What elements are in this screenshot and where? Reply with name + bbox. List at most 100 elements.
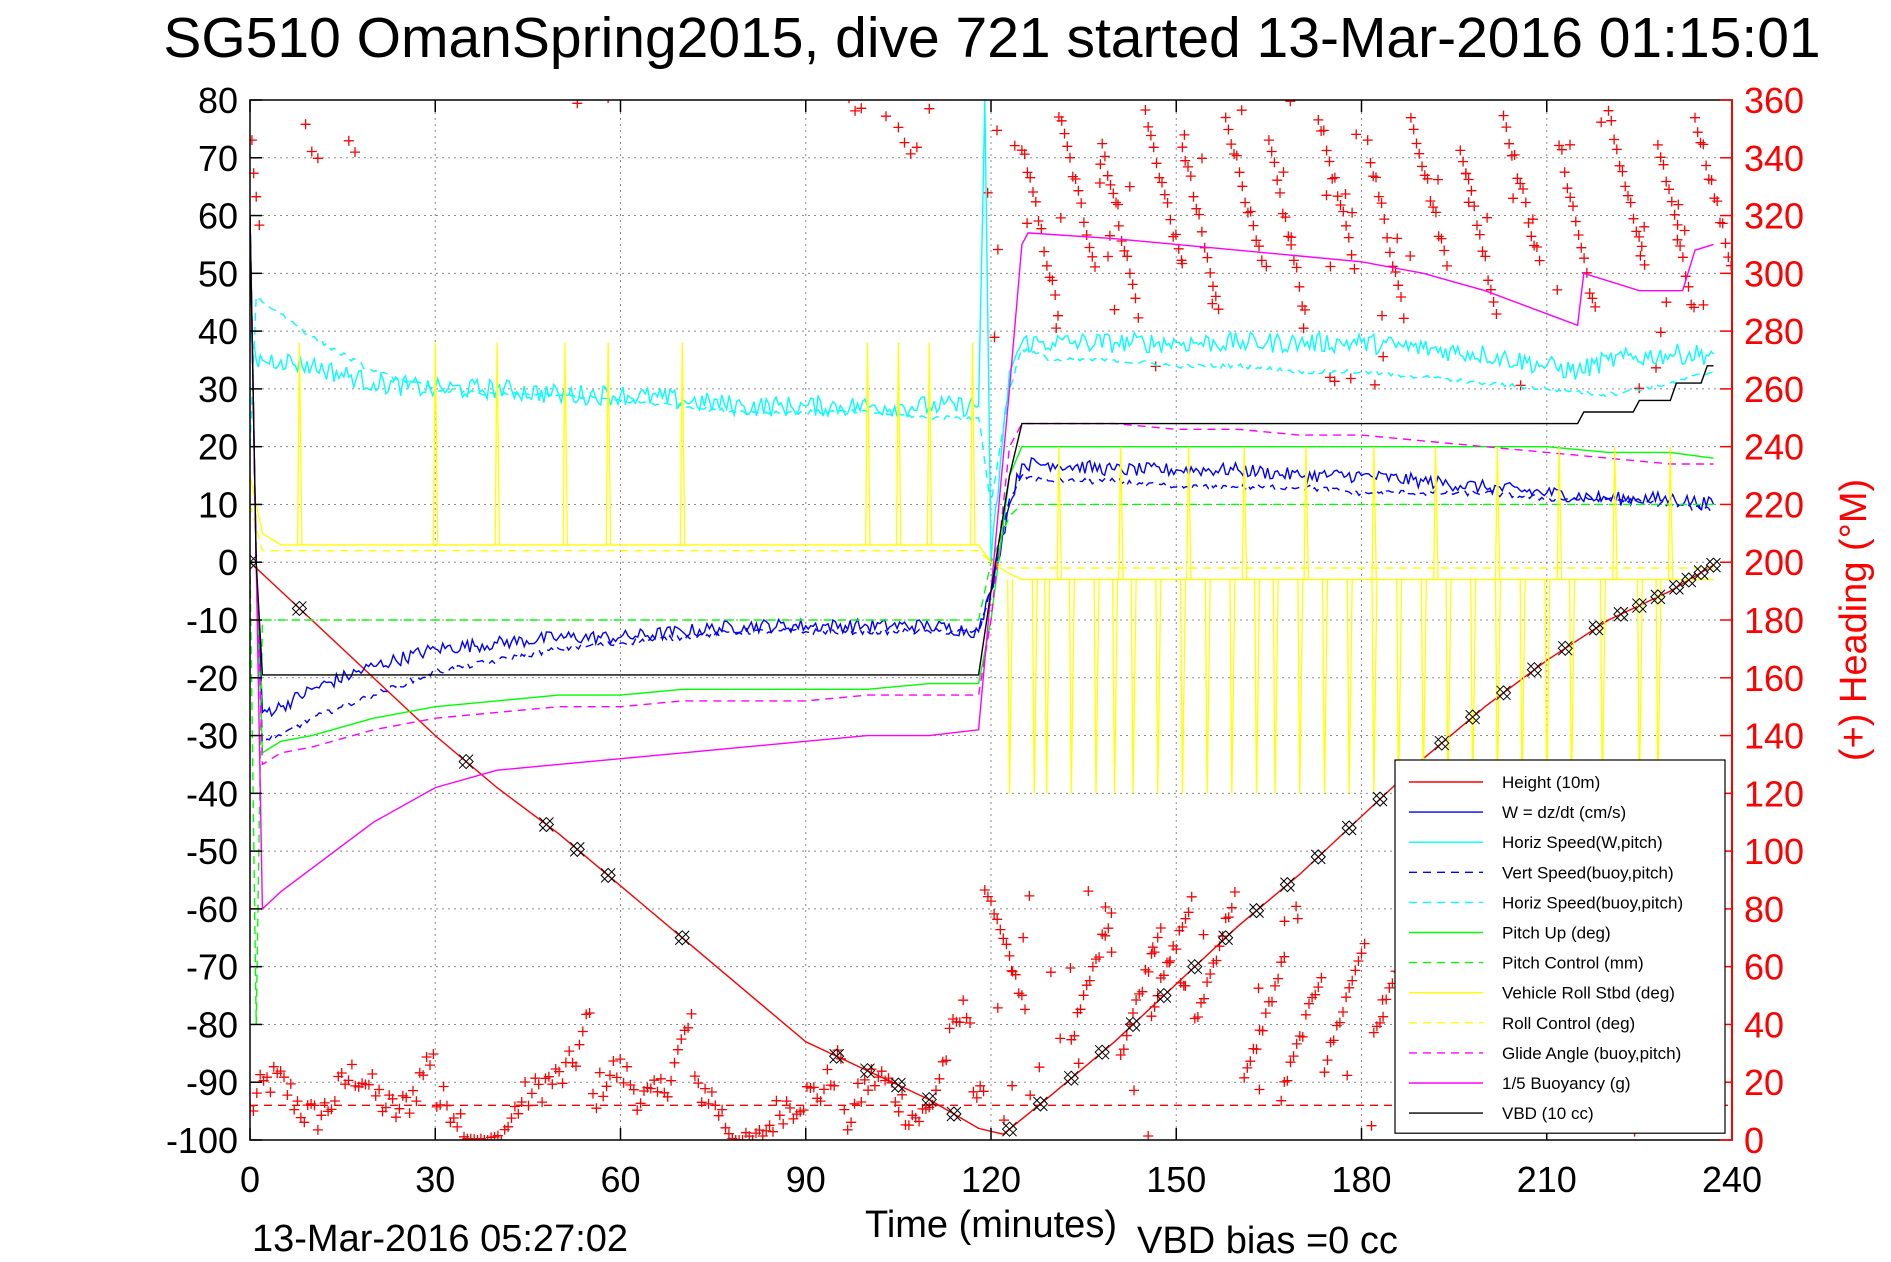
heading-point (934, 1073, 945, 1084)
heading-point (1269, 157, 1280, 168)
heading-point (1318, 125, 1329, 136)
heading-point (669, 1057, 680, 1068)
roll-spike-up (1612, 446, 1618, 580)
heading-point (1350, 965, 1361, 976)
heading-point (856, 103, 867, 114)
heading-point (472, 1135, 483, 1140)
heading-point (683, 1022, 694, 1033)
heading-point (282, 1090, 293, 1101)
heading-point (1028, 187, 1038, 197)
heading-point (1322, 1055, 1333, 1066)
heading-point (1278, 167, 1289, 178)
heading-point (1030, 196, 1041, 207)
heading-point (1346, 249, 1357, 260)
heading-point (1353, 956, 1364, 966)
heading-point (1084, 242, 1095, 253)
y2-tick-label: 360 (1744, 80, 1804, 121)
heading-point (1347, 975, 1358, 986)
heading-point (1070, 174, 1081, 184)
heading-point (1039, 246, 1050, 257)
heading-point (1334, 1017, 1345, 1028)
heading-point (503, 1121, 514, 1132)
heading-point (1111, 197, 1121, 208)
y2-tick-label: 320 (1744, 196, 1804, 237)
heading-point (1655, 152, 1666, 163)
heading-point (306, 146, 317, 157)
heading-point (530, 1073, 541, 1084)
legend-label: Roll Control (deg) (1502, 1014, 1635, 1033)
heading-point (1199, 993, 1209, 1004)
heading-point (1368, 1027, 1379, 1038)
height-marker (1187, 958, 1203, 975)
heading-point (1520, 197, 1531, 208)
heading-point (1498, 110, 1509, 121)
heading-point (1672, 219, 1683, 230)
heading-point (1276, 957, 1287, 968)
heading-point (262, 1072, 272, 1083)
heading-point (584, 1008, 595, 1018)
heading-point (1162, 197, 1173, 208)
roll-spike (1044, 579, 1051, 794)
height-marker (600, 867, 616, 884)
heading-point (819, 1084, 829, 1095)
heading-point (1113, 220, 1124, 231)
heading-point (1552, 284, 1563, 295)
heading-point (543, 1071, 554, 1082)
heading-point (571, 1061, 581, 1072)
y2-tick-label: 240 (1744, 427, 1804, 468)
heading-point (572, 100, 583, 109)
y-tick-label: -10 (186, 600, 238, 641)
height-marker (1156, 987, 1172, 1004)
heading-point (1603, 105, 1614, 116)
heading-point (839, 1104, 850, 1115)
heading-point (881, 111, 891, 122)
height-marker (1094, 1044, 1110, 1060)
heading-point (1620, 181, 1631, 192)
heading-point (1480, 251, 1491, 262)
heading-point (1202, 977, 1213, 988)
heading-point (1338, 1007, 1348, 1017)
heading-point (686, 1008, 697, 1019)
heading-point (1022, 218, 1033, 229)
heading-point (975, 1080, 986, 1091)
heading-point (1304, 998, 1314, 1009)
heading-point (1075, 1004, 1086, 1015)
heading-point (1090, 261, 1100, 272)
heading-point (1177, 142, 1188, 153)
heading-point (1439, 245, 1450, 256)
heading-point (428, 1049, 439, 1059)
heading-point (774, 1110, 785, 1121)
height-marker (1705, 557, 1722, 573)
heading-point (1463, 174, 1474, 185)
heading-point (785, 1103, 795, 1113)
height-marker (1125, 1016, 1141, 1033)
heading-point (655, 1073, 666, 1084)
heading-point (1236, 105, 1247, 116)
height-marker (291, 600, 308, 617)
heading-point (1717, 218, 1728, 229)
heading-point (856, 1097, 867, 1107)
heading-point (1128, 1008, 1138, 1018)
heading-point (859, 1074, 870, 1085)
heading-point (1106, 947, 1117, 958)
heading-point (1292, 913, 1303, 924)
heading-point (1433, 174, 1443, 185)
heading-point (275, 1066, 286, 1077)
heading-point (1606, 115, 1617, 126)
heading-point (628, 1084, 639, 1095)
heading-point (1518, 184, 1528, 194)
heading-point (1442, 260, 1452, 271)
series-line-glide-angle-buoy-pitch (250, 215, 1714, 766)
heading-point (1565, 192, 1576, 203)
heading-point (1157, 177, 1167, 188)
heading-point (1596, 117, 1607, 128)
heading-point (1081, 230, 1092, 240)
heading-point (1455, 145, 1466, 156)
y-axis-right: 3603403203002802602402202001801601401201… (1720, 80, 1804, 1161)
heading-point (968, 1086, 979, 1097)
height-marker (1372, 791, 1388, 807)
height-marker (1631, 597, 1648, 614)
heading-point (848, 100, 850, 104)
heading-point (564, 1046, 575, 1057)
heading-point (1673, 199, 1684, 210)
